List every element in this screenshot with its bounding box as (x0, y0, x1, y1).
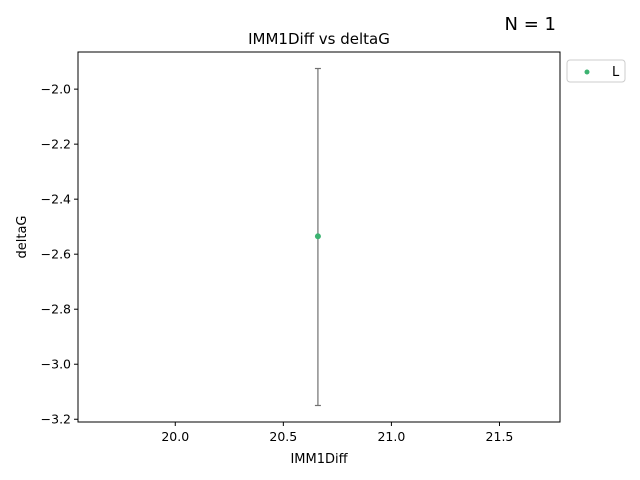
legend-marker (584, 69, 590, 75)
y-tick-label: −2.4 (41, 192, 71, 207)
data-point (314, 233, 321, 240)
legend-frame (566, 59, 626, 83)
y-tick-label: −3.0 (41, 357, 71, 372)
y-tick-label: −2.8 (41, 302, 71, 317)
y-tick-label: −3.2 (41, 412, 71, 427)
y-axis-label: deltaG (15, 216, 30, 259)
sample-count-annotation: N = 1 (505, 14, 556, 35)
x-tick-label: 21.5 (486, 429, 514, 444)
x-tick-label: 20.5 (269, 429, 297, 444)
legend: L (566, 59, 626, 83)
chart-title: IMM1Diff vs deltaG (248, 30, 390, 48)
x-axis-ticks: 20.0 20.5 21.0 21.5 (161, 422, 513, 444)
legend-label: L (612, 65, 620, 80)
data-marks (314, 67, 321, 407)
x-tick-label: 20.0 (161, 429, 189, 444)
y-tick-label: −2.0 (41, 82, 71, 97)
x-axis-label: IMM1Diff (290, 452, 348, 467)
x-tick-label: 21.0 (377, 429, 405, 444)
y-tick-label: −2.2 (41, 137, 71, 152)
y-axis-ticks: −2.0 −2.2 −2.4 −2.6 −2.8 −3.0 −3.2 (41, 82, 78, 427)
y-tick-label: −2.6 (41, 247, 71, 262)
